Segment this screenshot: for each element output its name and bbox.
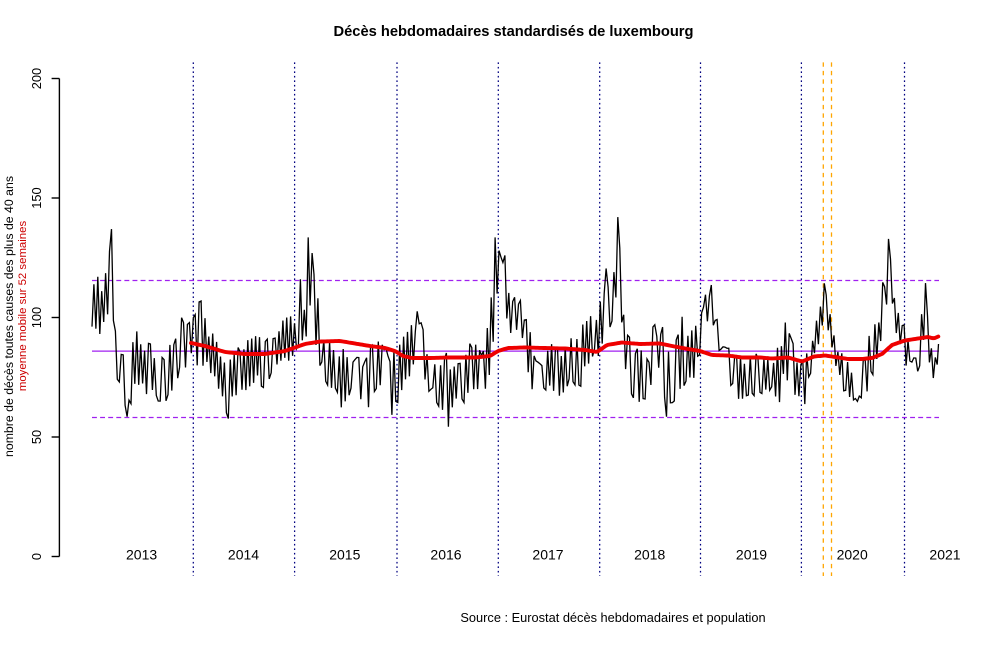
- svg-text:2013: 2013: [126, 547, 157, 563]
- svg-text:100: 100: [29, 307, 44, 328]
- svg-text:2019: 2019: [736, 547, 767, 563]
- svg-text:Source : Eurostat décès hebdom: Source : Eurostat décès hebdomadaires et…: [460, 610, 765, 625]
- svg-text:nombre de décès toutes causes: nombre de décès toutes causes des plus d…: [2, 176, 16, 457]
- svg-text:2014: 2014: [228, 547, 259, 563]
- svg-text:2017: 2017: [532, 547, 563, 563]
- svg-text:Décès hebdomadaires standardis: Décès hebdomadaires standardisés de luxe…: [334, 24, 694, 40]
- svg-text:2020: 2020: [837, 547, 868, 563]
- svg-text:150: 150: [29, 187, 44, 208]
- svg-text:0: 0: [29, 553, 44, 560]
- svg-text:2018: 2018: [634, 547, 665, 563]
- svg-text:2015: 2015: [329, 547, 360, 563]
- svg-text:200: 200: [29, 68, 44, 89]
- svg-text:moyenne mobile sur 52 semaines: moyenne mobile sur 52 semaines: [17, 221, 29, 392]
- svg-text:2016: 2016: [430, 547, 461, 563]
- svg-text:50: 50: [29, 430, 44, 444]
- svg-text:2021: 2021: [929, 547, 960, 563]
